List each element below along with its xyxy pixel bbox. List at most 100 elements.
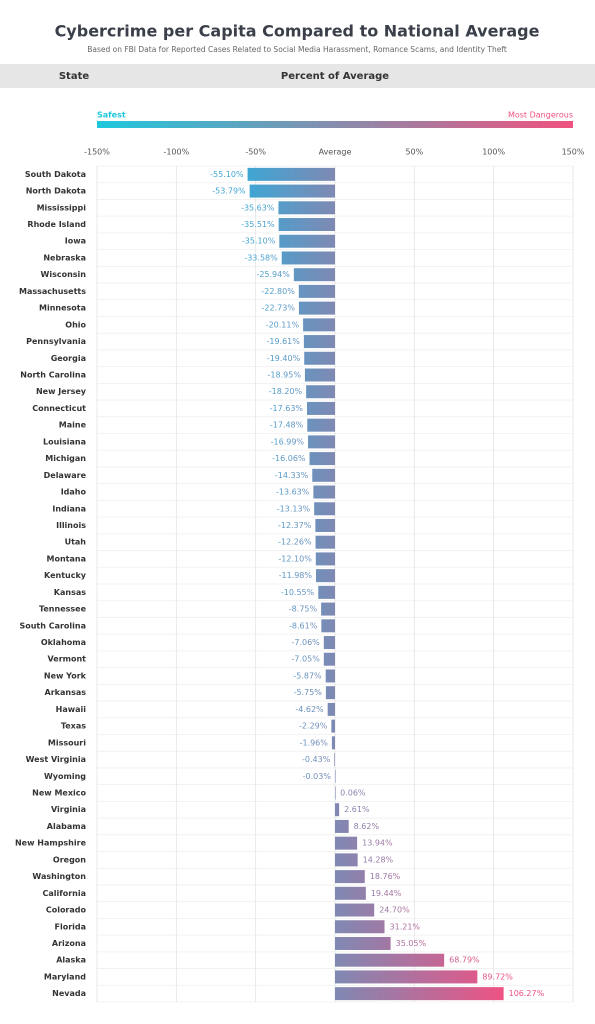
category-label: Indiana xyxy=(52,504,86,513)
category-label: Idaho xyxy=(61,488,87,497)
bar xyxy=(331,719,335,733)
bar xyxy=(335,819,349,833)
value-label: -12.37% xyxy=(278,521,312,530)
category-label: New York xyxy=(44,671,87,680)
x-tick-label: Average xyxy=(319,148,352,157)
bar xyxy=(314,502,335,516)
bar xyxy=(315,518,335,532)
bar xyxy=(313,485,335,499)
x-tick-label: -150% xyxy=(84,148,110,157)
value-label: -18.20% xyxy=(269,387,303,396)
bar xyxy=(335,870,365,884)
bar xyxy=(293,268,335,282)
bar xyxy=(309,452,335,466)
category-label: North Dakota xyxy=(26,187,86,196)
bar xyxy=(318,585,335,599)
value-label: -12.26% xyxy=(278,538,312,547)
bar xyxy=(323,652,335,666)
category-label: Illinois xyxy=(56,521,86,530)
value-label: -22.80% xyxy=(261,287,295,296)
bar xyxy=(304,368,335,382)
value-label: 2.61% xyxy=(344,805,370,814)
bar xyxy=(278,218,335,232)
value-label: -19.40% xyxy=(267,354,301,363)
category-label: Montana xyxy=(47,554,86,563)
bar xyxy=(315,535,335,549)
value-label: 14.28% xyxy=(363,855,394,864)
category-label: Nebraska xyxy=(43,253,86,262)
value-label: -10.55% xyxy=(281,588,315,597)
category-label: Connecticut xyxy=(32,404,86,413)
header-band xyxy=(0,64,595,88)
category-label: Rhode Island xyxy=(27,220,86,229)
bar xyxy=(335,970,478,984)
value-label: -4.62% xyxy=(295,705,324,714)
bar xyxy=(331,736,335,750)
value-label: -18.95% xyxy=(268,371,302,380)
bar xyxy=(308,435,335,449)
bar xyxy=(335,953,445,967)
bar xyxy=(335,903,375,917)
value-label: -5.75% xyxy=(294,688,323,697)
bar xyxy=(327,702,335,716)
x-tick-label: -100% xyxy=(163,148,189,157)
value-label: -35.10% xyxy=(242,237,276,246)
bar xyxy=(335,987,504,1001)
bar xyxy=(321,602,335,616)
category-label: Washington xyxy=(32,872,86,881)
value-label: 13.94% xyxy=(362,839,393,848)
bar xyxy=(304,351,335,365)
category-label: Iowa xyxy=(65,237,86,246)
value-label: 31.21% xyxy=(390,922,421,931)
value-label: -33.58% xyxy=(244,253,278,262)
bar xyxy=(306,385,335,399)
value-label: -2.29% xyxy=(299,722,328,731)
category-label: Florida xyxy=(54,922,86,931)
bar xyxy=(335,836,358,850)
value-label: -17.63% xyxy=(270,404,304,413)
category-label: Pennsylvania xyxy=(26,337,86,346)
column-header: State xyxy=(59,71,90,82)
bar xyxy=(278,201,335,215)
category-label: Louisiana xyxy=(43,437,86,446)
value-label: -1.96% xyxy=(300,738,329,747)
value-label: 35.05% xyxy=(396,939,427,948)
value-label: -20.11% xyxy=(266,320,300,329)
bar xyxy=(323,636,335,650)
chart-title: Cybercrime per Capita Compared to Nation… xyxy=(55,22,540,41)
column-header: Percent of Average xyxy=(281,71,389,82)
category-label: Minnesota xyxy=(39,304,86,313)
category-label: Delaware xyxy=(44,471,87,480)
bar xyxy=(325,686,335,700)
category-label: Alaska xyxy=(56,956,86,965)
category-label: Maine xyxy=(59,421,87,430)
x-tick-label: 50% xyxy=(405,148,423,157)
bar xyxy=(303,335,335,349)
category-label: Vermont xyxy=(48,655,87,664)
category-label: Oklahoma xyxy=(41,638,86,647)
value-label: -13.63% xyxy=(276,488,310,497)
category-label: Tennessee xyxy=(39,605,87,614)
bar xyxy=(335,786,336,800)
value-label: -35.51% xyxy=(241,220,275,229)
value-label: -7.06% xyxy=(291,638,320,647)
bar xyxy=(334,769,336,783)
bar xyxy=(312,468,335,482)
value-label: -25.94% xyxy=(256,270,290,279)
value-label: -11.98% xyxy=(279,571,313,580)
category-label: Wisconsin xyxy=(41,270,87,279)
value-label: -14.33% xyxy=(275,471,309,480)
bar xyxy=(315,552,335,566)
value-label: -19.61% xyxy=(266,337,300,346)
category-label: Colorado xyxy=(46,906,87,915)
x-tick-label: -50% xyxy=(245,148,266,157)
category-label: Arizona xyxy=(52,939,86,948)
value-label: 8.62% xyxy=(354,822,380,831)
category-label: North Carolina xyxy=(20,371,86,380)
value-label: -7.05% xyxy=(292,655,321,664)
value-label: -8.75% xyxy=(289,605,318,614)
bar xyxy=(335,920,385,934)
bar xyxy=(298,301,335,315)
value-label: -53.79% xyxy=(212,187,246,196)
